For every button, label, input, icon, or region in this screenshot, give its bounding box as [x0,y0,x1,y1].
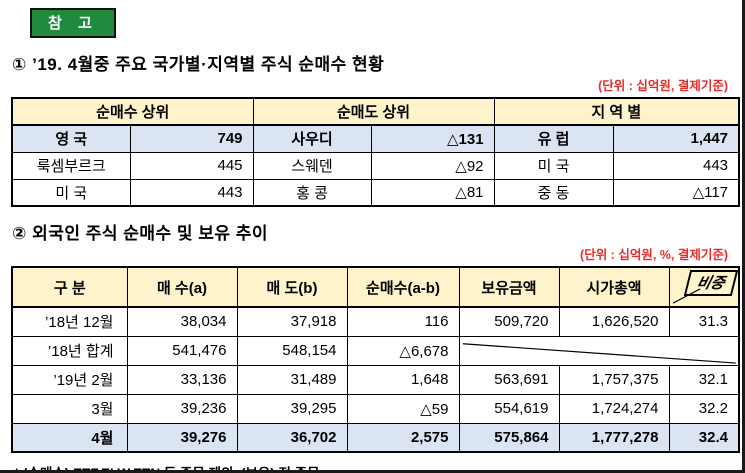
foreign-investor-holdings-table: 구 분 매 수(a) 매 도(b) 순매수(a-b) 보유금액 시가총액 비중 … [11,266,740,453]
column-header-region: 지 역 별 [493,97,740,126]
column-header-net-buy: 순매수 상위 [11,97,254,126]
value-cell: 749 [129,124,254,153]
ratio-label: 비중 [684,270,738,296]
section1-title: ① ’19. 4월중 주요 국가별·지역별 주식 순매수 현황 [12,55,385,74]
period-cell: 4월 [11,422,128,453]
holding-cell: 575,864 [458,422,560,453]
value-cell: 443 [612,151,740,180]
column-header-sell: 매 도(b) [236,266,348,308]
country-name-cell: 영 국 [11,124,131,153]
ratio-cell: 32.4 [668,422,740,453]
ratio-leader-line [670,268,739,306]
marketcap-cell: 1,777,278 [558,422,670,453]
value-cell: 1,447 [612,124,740,153]
value-cell: 445 [129,151,254,180]
section1-unit-label: (단위 : 십억원, 결제기준) [598,79,728,93]
section2-unit-label: (단위 : 십억원, %, 결제기준) [580,248,728,262]
ratio-cell: 32.2 [668,393,740,424]
net-cell: △6,678 [346,335,460,366]
buy-cell: 39,236 [126,393,238,424]
ratio-cell: 32.1 [668,364,740,395]
table-row: 영 국 749 사우디 △131 유 럽 1,447 [11,124,740,153]
table-header-row: 구 분 매 수(a) 매 도(b) 순매수(a-b) 보유금액 시가총액 비중 [11,266,740,308]
country-name-cell: 사우디 [252,124,372,153]
value-cell: △117 [612,178,740,207]
marketcap-cell: 1,724,274 [558,393,670,424]
holding-cell: 554,619 [458,393,560,424]
column-header-ratio: 비중 [668,266,740,308]
ratio-cell: 31.3 [668,306,740,337]
buy-cell: 39,276 [126,422,238,453]
period-cell: ’18년 12월 [11,306,128,337]
reference-badge-label: 참 고 [48,15,98,32]
holding-cell: 509,720 [458,306,560,337]
column-header-buy: 매 수(a) [126,266,238,308]
net-cell: 116 [346,306,460,337]
column-header-holding-amount: 보유금액 [458,266,560,308]
value-cell: △81 [370,178,495,207]
column-header-market-cap: 시가총액 [558,266,670,308]
buy-cell: 33,136 [126,364,238,395]
holding-cell: 563,691 [458,364,560,395]
marketcap-cell: 1,757,375 [558,364,670,395]
value-cell: 443 [129,178,254,207]
sell-cell: 31,489 [236,364,348,395]
column-header-net: 순매수(a-b) [346,266,460,308]
country-name-cell: 룩셈부르크 [11,151,131,180]
table-row-current-month: 4월 39,276 36,702 2,575 575,864 1,777,278… [11,422,740,453]
table-row: ’18년 12월 38,034 37,918 116 509,720 1,626… [11,306,740,337]
region-name-cell: 중 동 [493,178,614,207]
table-row: 3월 39,236 39,295 △59 554,619 1,724,274 3… [11,393,740,424]
sell-cell: 39,295 [236,393,348,424]
sell-cell: 37,918 [236,306,348,337]
net-cell: 2,575 [346,422,460,453]
country-name-cell: 홍 콩 [252,178,372,207]
footnote-holding-text: 전 종목 [279,466,320,470]
period-cell: ’19년 2월 [11,364,128,395]
country-region-net-purchase-table: 순매수 상위 순매도 상위 지 역 별 영 국 749 사우디 △131 유 럽… [11,97,741,207]
footnote: * (순매수) ETF,ELW,ETN 등 종목 제외, (보유) 전 종목 [14,462,734,470]
table-row: ’19년 2월 33,136 31,489 1,648 563,691 1,75… [11,364,740,395]
value-cell: △92 [370,151,495,180]
table-row: 미 국 443 홍 콩 △81 중 동 △117 [11,178,740,207]
net-cell: 1,648 [346,364,460,395]
table-row: ’18년 합계 541,476 548,154 △6,678 [11,335,740,366]
value-cell: △131 [370,124,495,153]
buy-cell: 541,476 [126,335,238,366]
footnote-holding-label: (보유) [241,466,275,470]
period-cell: 3월 [11,393,128,424]
not-applicable-merged-cell [458,335,740,366]
table-header-row: 순매수 상위 순매도 상위 지 역 별 [11,97,740,126]
region-name-cell: 미 국 [493,151,614,180]
table-row: 룩셈부르크 445 스웨덴 △92 미 국 443 [11,151,740,180]
footnote-net-text: ETF,ELW,ETN 등 종목 제외, [73,466,237,470]
sell-cell: 36,702 [236,422,348,453]
footnote-marker: * [14,466,19,470]
column-header-category: 구 분 [11,266,128,308]
net-cell: △59 [346,393,460,424]
period-cell: ’18년 합계 [11,335,128,366]
column-header-net-sell: 순매도 상위 [252,97,495,126]
country-name-cell: 스웨덴 [252,151,372,180]
section2-title: ② 외국인 주식 순매수 및 보유 추이 [12,224,269,243]
reference-badge: 참 고 [30,8,116,38]
buy-cell: 38,034 [126,306,238,337]
footnote-net-label: (순매수) [23,466,69,470]
marketcap-cell: 1,626,520 [558,306,670,337]
sell-cell: 548,154 [236,335,348,366]
country-name-cell: 미 국 [11,178,131,207]
region-name-cell: 유 럽 [493,124,614,153]
